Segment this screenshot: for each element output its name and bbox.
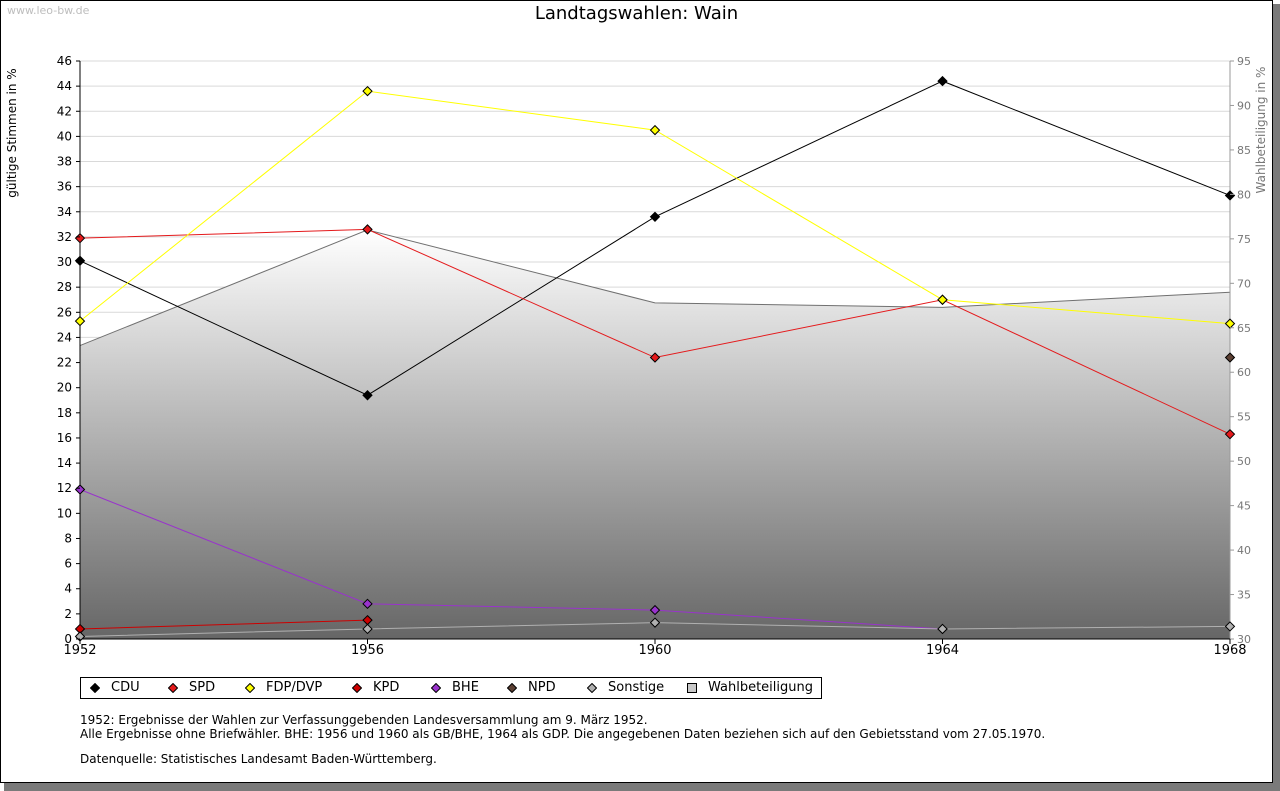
data-point-bhe: [362, 598, 373, 610]
y2-tick-label: 55: [1237, 411, 1251, 424]
y-tick-label: 18: [57, 406, 72, 420]
data-point-spd: [1224, 428, 1236, 440]
legend-label-cdu: CDU: [111, 680, 140, 695]
chart-title: Landtagswahlen: Wain: [534, 3, 739, 24]
data-point-cdu: [74, 255, 86, 266]
y-tick-label: 20: [57, 381, 72, 395]
y2-tick-label: 35: [1237, 589, 1251, 602]
y2-tick-label: 60: [1237, 366, 1251, 379]
y-tick-label: 14: [57, 456, 72, 470]
data-point-cdu: [649, 211, 661, 223]
y-tick-label: 38: [57, 155, 72, 169]
data-point-sonstige: [649, 617, 661, 628]
y-tick-label: 46: [57, 54, 72, 68]
data-point-fdp-dvp: [649, 124, 661, 136]
y-tick-label: 22: [57, 356, 72, 370]
data-point-npd: [1224, 352, 1236, 363]
x-tick-label: 1968: [1213, 643, 1246, 658]
y-tick-label: 10: [57, 506, 72, 520]
y2-tick-label: 75: [1237, 233, 1251, 246]
legend-marker-fdp-dvp: [245, 683, 255, 693]
legend-label-bhe: BHE: [452, 680, 479, 695]
y-tick-label: 36: [57, 180, 72, 194]
x-tick-label: 1956: [351, 643, 384, 658]
legend-label-fdp-dvp: FDP/DVP: [266, 680, 323, 695]
y-tick-label: 0: [64, 632, 72, 646]
data-point-bhe: [649, 604, 661, 616]
data-point-cdu: [937, 75, 948, 87]
y-tick-label: 26: [57, 305, 72, 319]
y2-tick-label: 65: [1237, 322, 1251, 335]
x-tick-label: 1952: [63, 643, 96, 658]
data-point-fdp-dvp: [74, 315, 86, 327]
data-point-fdp-dvp: [937, 294, 948, 305]
legend-label-wahlbeteiligung: Wahlbeteiligung: [708, 680, 814, 695]
data-point-spd: [74, 232, 86, 244]
y2-tick-label: 50: [1237, 455, 1251, 468]
y-tick-label: 32: [57, 230, 72, 244]
y-tick-label: 40: [57, 129, 72, 143]
y-tick-label: 42: [57, 104, 72, 118]
frame-shadow-right: [1273, 4, 1280, 791]
frame-shadow-bottom: [4, 783, 1280, 791]
y2-tick-label: 40: [1237, 544, 1251, 557]
y-tick-label: 44: [57, 79, 72, 93]
series-line-kpd: [79, 619, 368, 630]
x-tick-label: 1960: [638, 643, 671, 658]
y-tick-label: 30: [57, 255, 72, 269]
data-point-sonstige: [362, 623, 373, 635]
legend-label-sonstige: Sonstige: [608, 680, 665, 695]
y-tick-label: 16: [57, 431, 72, 445]
legend-marker-cdu: [90, 683, 100, 693]
y-tick-label: 6: [64, 557, 72, 571]
y-tick-label: 8: [64, 531, 72, 545]
x-tick-label: 1964: [926, 643, 959, 658]
y-tick-label: 12: [57, 481, 72, 495]
legend-marker-sonstige: [587, 683, 597, 693]
data-point-cdu: [362, 390, 373, 401]
data-point-sonstige: [937, 623, 948, 635]
legend-label-npd: NPD: [528, 680, 556, 695]
data-point-spd: [362, 224, 373, 235]
note-1952: 1952: Ergebnisse der Wahlen zur Verfassu…: [80, 713, 648, 727]
legend-marker-npd: [507, 683, 517, 693]
data-point-fdp-dvp: [362, 85, 373, 97]
y-tick-label: 34: [57, 205, 72, 219]
y2-tick-label: 90: [1237, 99, 1251, 112]
turnout-area: [80, 229, 1230, 639]
y-tick-label: 2: [64, 607, 72, 621]
y-tick-label: 4: [64, 582, 72, 596]
legend-marker-spd: [168, 683, 178, 693]
y-tick-label: 24: [57, 330, 72, 344]
data-point-spd: [649, 352, 661, 363]
y2-tick-label: 80: [1237, 188, 1251, 201]
legend-label-kpd: KPD: [373, 680, 400, 695]
chart-plot: 0246810121416182022242628303234363840424…: [57, 54, 1251, 658]
y2-tick-label: 30: [1237, 633, 1251, 646]
data-point-cdu: [1224, 190, 1236, 201]
chart-legend: CDU SPD FDP/DVP KPD BHE NPD Sonstige Wahlbeteil…: [80, 677, 822, 699]
data-point-sonstige: [1224, 621, 1236, 632]
y2-tick-label: 85: [1237, 144, 1251, 157]
y2-tick-label: 70: [1237, 277, 1251, 290]
note-briefwaehler: Alle Ergebnisse ohne Briefwähler. BHE: 1…: [80, 727, 1046, 741]
legend-marker-kpd: [352, 683, 362, 693]
legend-marker-wahlbeteiligung: [687, 683, 697, 693]
turnout-line: [79, 229, 1231, 347]
note-source: Datenquelle: Statistisches Landesamt Bad…: [80, 752, 437, 766]
y2-tick-label: 95: [1237, 55, 1251, 68]
y-tick-label: 28: [57, 280, 72, 294]
y2-tick-label: 45: [1237, 500, 1251, 513]
legend-label-spd: SPD: [189, 680, 216, 695]
series-line-bhe: [79, 489, 943, 630]
legend-marker-bhe: [431, 683, 441, 693]
watermark: www.leo-bw.de: [7, 4, 90, 17]
